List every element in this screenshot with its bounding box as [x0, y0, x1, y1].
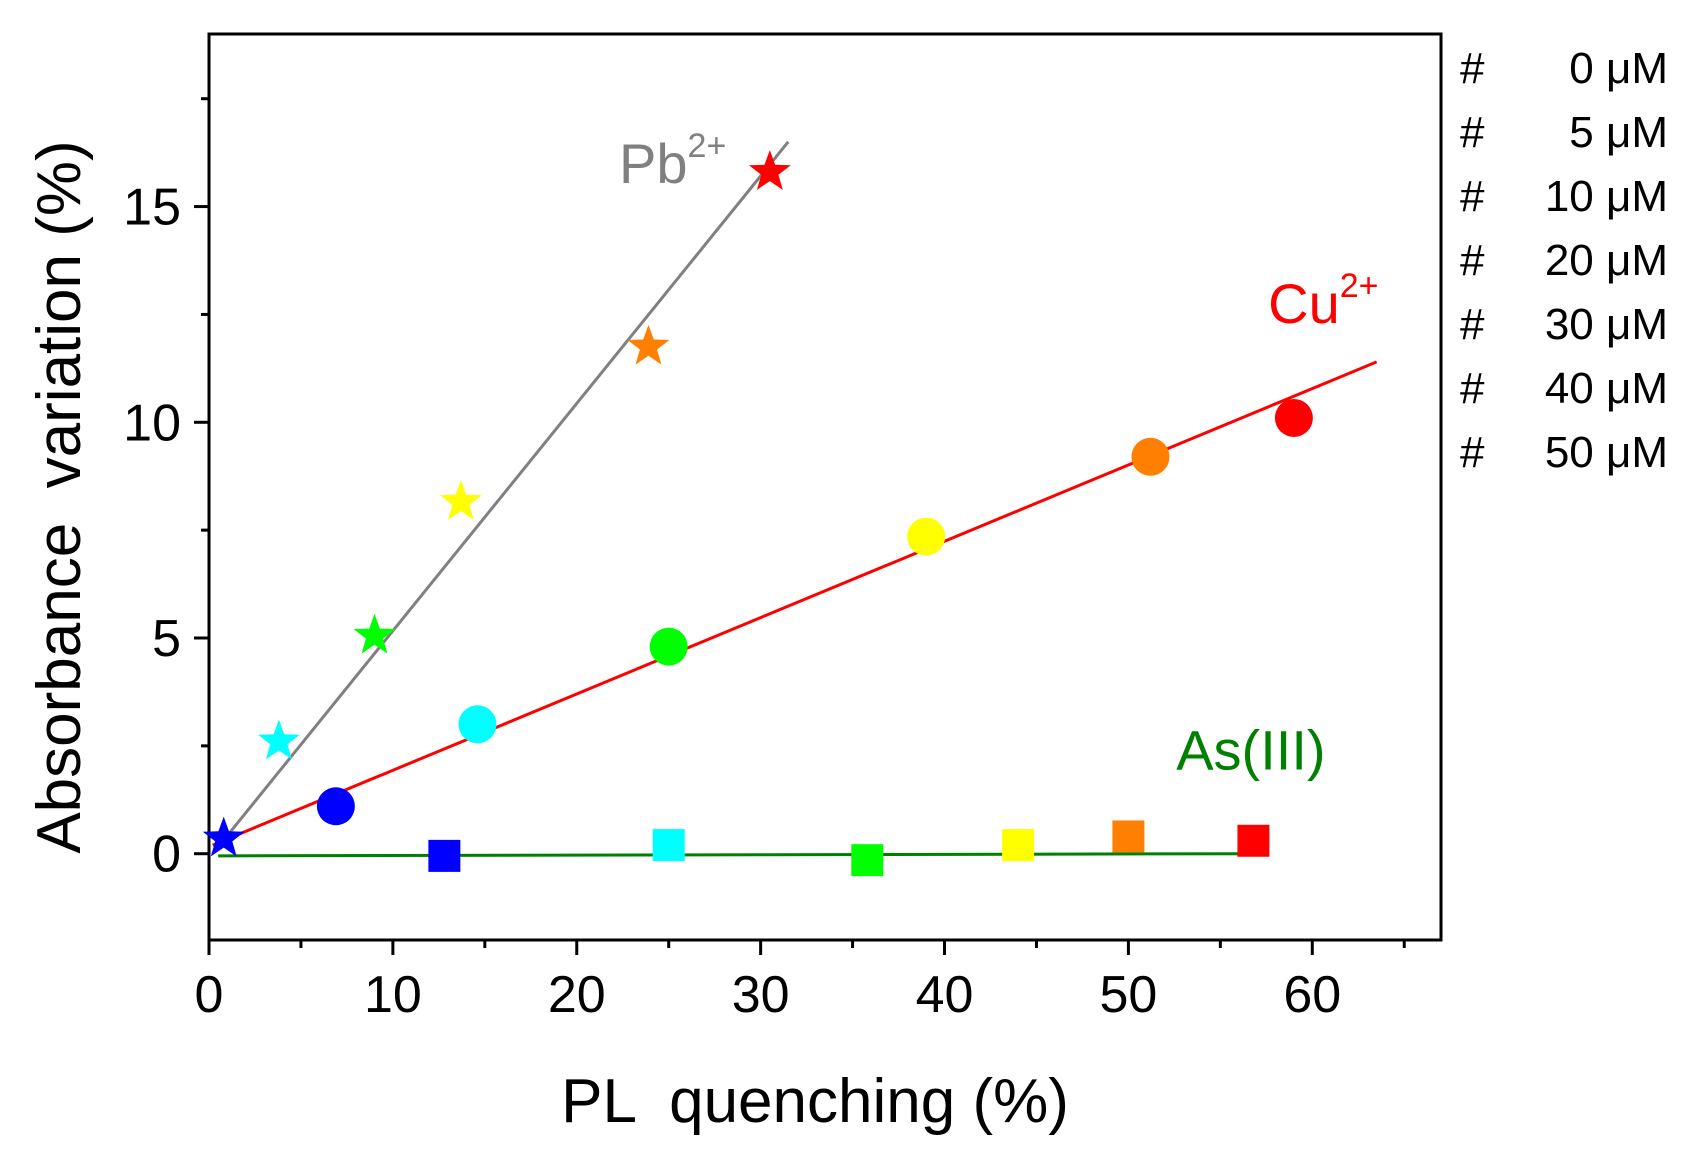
marker-as-iii-5: [1237, 824, 1270, 857]
marker-pb2-2: [353, 613, 396, 654]
legend-entry-10-m: #10 μM: [1460, 172, 1668, 221]
x-tick-label: 0: [195, 966, 224, 1024]
series-labels: Pb2+ Cu2+ As(III): [619, 127, 1378, 782]
x-tick-label: 10: [364, 966, 422, 1024]
x-tick-label: 40: [916, 966, 974, 1024]
x-tick-label: 30: [732, 966, 790, 1024]
x-tick-label: 50: [1099, 966, 1157, 1024]
marker-as-iii-1: [652, 829, 685, 862]
y-tick-label: 5: [152, 610, 181, 668]
legend-label: 30 μM: [1545, 300, 1668, 349]
legend-symbol: #: [1460, 428, 1485, 477]
series-label-as-iii: As(III): [1176, 719, 1325, 782]
fit-line-pb2: [211, 140, 790, 855]
legend-symbol: #: [1460, 364, 1485, 413]
x-axis-title: PL quenching (%): [561, 1067, 1069, 1136]
legend-symbol: #: [1460, 44, 1485, 93]
fit-line-as-iii: [218, 852, 1248, 858]
marker-cu2-4: [1131, 437, 1170, 476]
y-tick-label: 0: [152, 826, 181, 884]
legend-symbol: #: [1460, 108, 1485, 157]
legend-entry-50-m: #50 μM: [1460, 428, 1668, 477]
marker-cu2-1: [458, 705, 497, 744]
legend: #0 μM# 5 μM# 10 μM# 20 μM# 30 μM# 40 μM# 50 μM: [1460, 44, 1668, 477]
legend-symbol: #: [1460, 300, 1485, 349]
marker-as-iii-0: [428, 839, 461, 872]
series-label-pb2: Pb2+: [619, 127, 726, 195]
x-tick-label: 60: [1283, 966, 1341, 1024]
legend-entry-30-m: #30 μM: [1460, 300, 1668, 349]
marker-pb2-1: [258, 719, 300, 760]
y-tick-label: 15: [123, 179, 181, 237]
legend-symbol: #: [1460, 236, 1485, 285]
data-markers: [202, 150, 1313, 877]
marker-pb2-0: [202, 816, 245, 857]
marker-as-iii-4: [1112, 820, 1145, 853]
marker-as-iii-3: [1002, 829, 1035, 862]
legend-label: 50 μM: [1545, 428, 1668, 477]
plot-frame: [207, 32, 1443, 942]
marker-pb2-4: [627, 324, 670, 365]
y-tick-label: 10: [123, 394, 181, 452]
legend-label: 40 μM: [1545, 364, 1668, 413]
fit-lines: [211, 140, 1378, 858]
marker-as-iii-2: [851, 844, 884, 877]
legend-label: 20 μM: [1545, 236, 1668, 285]
legend-label: 0 μM: [1569, 44, 1668, 93]
marker-cu2-5: [1274, 398, 1313, 437]
legend-entry-0-m: #0 μM: [1460, 44, 1668, 93]
axis-ticks: 0 10 20 30 40 50 60 0 5 10 15: [123, 97, 1406, 1024]
legend-label: 5 μM: [1569, 108, 1668, 157]
series-label-cu2: Cu2+: [1268, 267, 1378, 335]
legend-entry-40-m: #40 μM: [1460, 364, 1668, 413]
legend-label: 10 μM: [1545, 172, 1668, 221]
fit-line-cu2: [212, 360, 1378, 847]
legend-entry-5-m: #5 μM: [1460, 108, 1668, 157]
marker-cu2-2: [649, 627, 688, 666]
marker-cu2-3: [907, 517, 946, 556]
y-axis-title: Absorbance variation (%): [25, 140, 94, 853]
marker-pb2-3: [440, 480, 482, 520]
x-tick-label: 20: [548, 966, 606, 1024]
legend-symbol: #: [1460, 172, 1485, 221]
legend-entry-20-m: #20 μM: [1460, 236, 1668, 285]
marker-pb2-5: [748, 150, 791, 190]
marker-cu2-0: [316, 787, 355, 826]
